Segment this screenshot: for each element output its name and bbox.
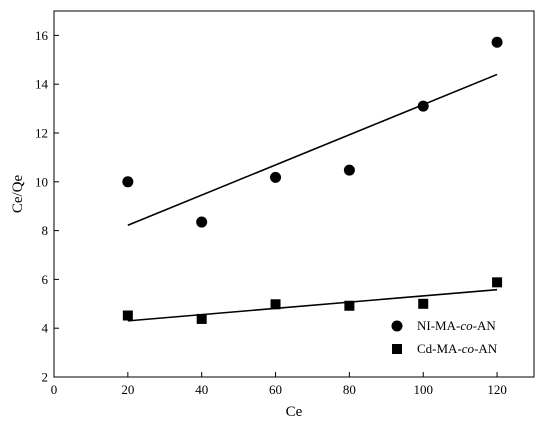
x-tick-label: 0	[51, 382, 58, 397]
data-point-ni	[270, 171, 282, 183]
fit-line-cd	[127, 288, 498, 322]
data-point-cd	[122, 310, 133, 321]
data-point-ni	[343, 164, 355, 176]
y-tick-label: 4	[42, 321, 49, 336]
x-tick-label: 40	[195, 382, 208, 397]
x-tick-label: 60	[269, 382, 282, 397]
y-tick-label: 12	[35, 126, 48, 141]
data-point-cd	[196, 313, 207, 324]
x-tick-label: 20	[121, 382, 134, 397]
data-point-ni	[417, 100, 429, 112]
y-tick-label: 10	[35, 174, 48, 189]
data-point-cd	[492, 277, 503, 288]
legend: NI-MA-co-AN Cd-MA-co-AN	[391, 318, 498, 356]
legend-label-ni: NI-MA-co-AN	[417, 318, 496, 333]
data-point-cd	[418, 298, 429, 309]
data-point-ni	[122, 176, 134, 188]
y-tick-label: 14	[35, 77, 49, 92]
data-point-ni	[491, 36, 503, 48]
y-tick-label: 2	[42, 370, 49, 385]
x-tick-label: 100	[413, 382, 433, 397]
data-point-cd	[270, 299, 281, 310]
y-axis-ticks: 2 4 6 8 10 12 14 16	[35, 28, 59, 385]
legend-marker-ni	[391, 320, 403, 332]
y-tick-label: 8	[42, 223, 49, 238]
y-axis-label: Ce/Qe	[10, 175, 26, 214]
x-tick-label: 120	[487, 382, 507, 397]
x-tick-label: 80	[343, 382, 356, 397]
legend-label-cd: Cd-MA-co-AN	[417, 341, 498, 356]
fit-lines	[127, 73, 498, 322]
data-points	[122, 36, 503, 324]
x-axis-label: Ce	[286, 404, 303, 420]
y-tick-label: 16	[35, 28, 49, 43]
x-axis-ticks: 0 20 40 60 80 100 120	[51, 372, 507, 397]
y-tick-label: 6	[42, 272, 49, 287]
fit-line-ni	[127, 73, 498, 226]
data-point-ni	[196, 216, 208, 228]
data-point-cd	[344, 300, 355, 311]
legend-marker-cd	[392, 344, 402, 354]
plot-frame	[53, 10, 535, 378]
